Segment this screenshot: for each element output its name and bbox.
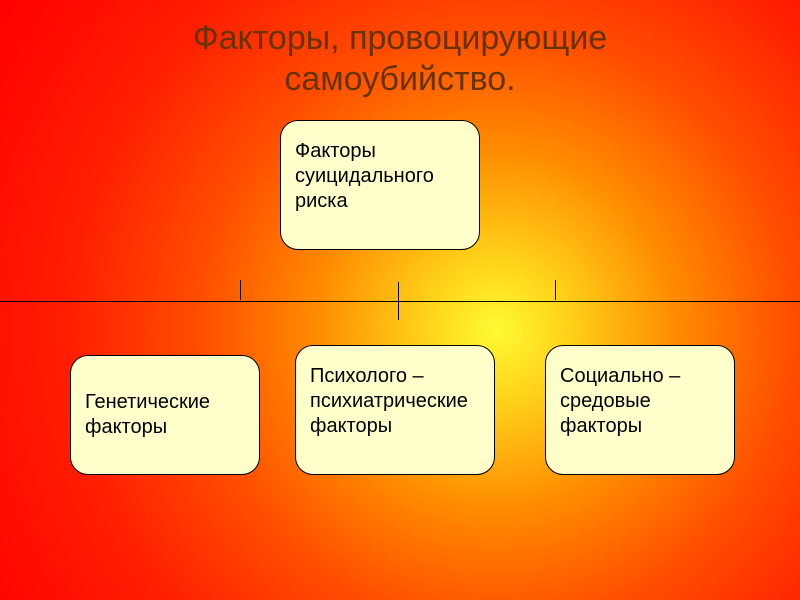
box-bottom-left: Генетические факторы	[70, 355, 260, 475]
connector-line	[0, 301, 800, 302]
box-bottom-mid: Психолого – психиатрические факторы	[295, 345, 495, 475]
box-bottom-mid-label: Психолого – психиатрические факторы	[310, 364, 468, 439]
box-top-root: Факторы суицидального риска	[280, 120, 480, 250]
box-bottom-left-label: Генетические факторы	[85, 390, 210, 440]
connector-tick	[240, 280, 241, 300]
connector-tick	[398, 282, 399, 320]
slide: Факторы, провоцирующие самоубийство. Фак…	[0, 0, 800, 600]
connector-tick	[555, 280, 556, 300]
box-top-label: Факторы суицидального риска	[295, 139, 434, 214]
box-bottom-right-label: Социально – средовые факторы	[560, 364, 680, 439]
box-bottom-right: Социально – средовые факторы	[545, 345, 735, 475]
slide-title: Факторы, провоцирующие самоубийство.	[0, 18, 800, 100]
